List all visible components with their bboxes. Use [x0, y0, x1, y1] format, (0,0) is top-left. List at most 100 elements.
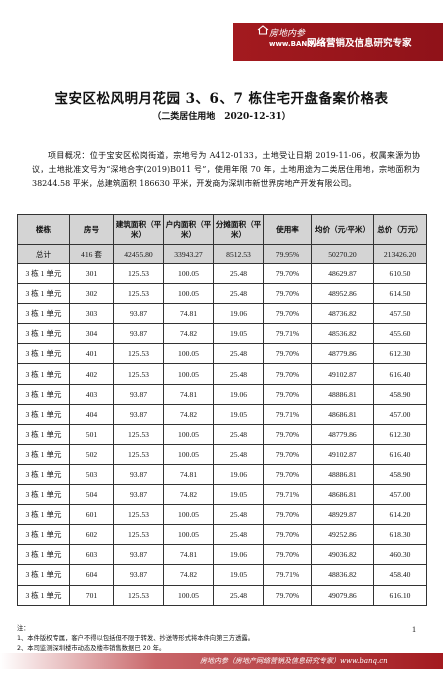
table-cell: 19.06	[213, 463, 264, 486]
table-cell: 457.50	[373, 303, 427, 325]
table-row: 3 栋 1 单元 501 125.53 100.05 25.48 79.70% 48779.…	[17, 423, 427, 445]
table-cell: 79.70%	[263, 262, 312, 285]
table-cell: 79.71%	[263, 564, 312, 586]
table-cell: 3 栋 1 单元	[17, 524, 70, 546]
table-cell: 49102.87	[311, 363, 374, 385]
table-cell: 19.05	[213, 403, 264, 425]
total-cell: 79.95%	[263, 244, 312, 264]
table-cell: 25.48	[213, 443, 264, 465]
table-cell: 79.70%	[263, 383, 312, 405]
table-cell: 3 栋 1 单元	[17, 564, 70, 586]
table-cell: 460.30	[373, 544, 427, 566]
footnotes: 注： 1、本件版权专属，客户不得以包括但不限于转发、抄送等形式将本件向第三方透露…	[17, 624, 417, 654]
table-row: 3 栋 1 单元 603 93.87 74.81 19.06 79.70% 49036.82…	[17, 544, 427, 566]
table-cell: 48686.81	[311, 403, 374, 425]
table-cell: 3 栋 1 单元	[17, 544, 70, 566]
table-cell: 616.40	[373, 443, 427, 465]
table-cell: 79.71%	[263, 323, 312, 345]
total-cell: 42455.80	[113, 244, 164, 264]
total-cell: 8512.53	[213, 244, 264, 264]
table-cell: 19.05	[213, 564, 264, 586]
total-cell: 总计	[17, 244, 70, 264]
column-header: 使用率	[263, 214, 312, 245]
table-cell: 501	[69, 423, 114, 445]
table-cell: 125.53	[113, 343, 164, 365]
table-cell: 504	[69, 484, 114, 506]
table-cell: 79.70%	[263, 343, 312, 365]
table-row: 3 栋 1 单元 301 125.53 100.05 25.48 79.70% 48629.…	[17, 262, 427, 285]
table-cell: 25.48	[213, 283, 264, 305]
table-row: 3 栋 1 单元 304 93.87 74.82 19.05 79.71% 48536.82…	[17, 323, 427, 345]
table-cell: 304	[69, 323, 114, 345]
total-cell: 416 套	[69, 244, 114, 264]
table-cell: 458.90	[373, 383, 427, 405]
table-cell: 3 栋 1 单元	[17, 343, 70, 365]
table-cell: 100.05	[163, 343, 214, 365]
table-cell: 3 栋 1 单元	[17, 443, 70, 465]
table-cell: 74.81	[163, 303, 214, 325]
logo-name: 房地内参	[269, 29, 306, 39]
table-cell: 25.48	[213, 262, 264, 285]
column-header: 建筑面积（平米）	[113, 214, 164, 245]
table-cell: 79.70%	[263, 443, 312, 465]
table-cell: 93.87	[113, 403, 164, 425]
logo-url: www.BANQ.cn	[269, 40, 325, 48]
table-row: 3 栋 1 单元 602 125.53 100.05 25.48 79.70% 49252.…	[17, 524, 427, 546]
table-cell: 79.70%	[263, 504, 312, 526]
table-cell: 48886.81	[311, 463, 374, 486]
note-2: 2、本司监测深圳楼市动态及楼市销售数据已 20 年。	[17, 645, 166, 652]
table-cell: 125.53	[113, 363, 164, 385]
table-cell: 93.87	[113, 383, 164, 405]
table-cell: 79.70%	[263, 463, 312, 486]
table-cell: 3 栋 1 单元	[17, 504, 70, 526]
table-cell: 79.70%	[263, 544, 312, 566]
table-row: 3 栋 1 单元 403 93.87 74.81 19.06 79.70% 48886.81…	[17, 383, 427, 405]
table-cell: 49252.86	[311, 524, 374, 546]
table-cell: 79.70%	[263, 283, 312, 305]
column-header: 总价（万元）	[373, 214, 427, 245]
table-cell: 79.70%	[263, 584, 312, 606]
column-header: 户内面积（平米）	[163, 214, 214, 245]
table-cell: 125.53	[113, 262, 164, 285]
table-cell: 48779.86	[311, 343, 374, 365]
column-header: 楼栋	[17, 214, 70, 245]
table-cell: 125.53	[113, 283, 164, 305]
table-cell: 19.05	[213, 484, 264, 506]
table-cell: 48952.86	[311, 283, 374, 305]
table-cell: 74.82	[163, 403, 214, 425]
notes-label: 注：	[17, 625, 30, 632]
table-cell: 3 栋 1 单元	[17, 403, 70, 425]
table-cell: 100.05	[163, 423, 214, 445]
table-cell: 25.48	[213, 343, 264, 365]
total-cell: 33943.27	[163, 244, 214, 264]
table-cell: 404	[69, 403, 114, 425]
document-title: 宝安区松风明月花园 3、6、7 栋住宅开盘备案价格表	[54, 91, 389, 107]
table-cell: 19.06	[213, 544, 264, 566]
table-header-row: 楼栋 房号 建筑面积（平米） 户内面积（平米） 分摊面积（平米） 使用率 均价（元/平米）总…	[17, 214, 427, 245]
document-subtitle: （二类居住用地 2020-12-31）	[152, 112, 291, 122]
project-overview: 项目概况：位于宝安区松岗街道，宗地号为 A412-0133，土地受让日期 201…	[32, 151, 420, 188]
table-cell: 401	[69, 343, 114, 365]
table-cell: 79.71%	[263, 484, 312, 506]
table-cell: 618.30	[373, 524, 427, 546]
table-cell: 74.82	[163, 484, 214, 506]
table-cell: 457.00	[373, 484, 427, 506]
table-row: 3 栋 1 单元 503 93.87 74.81 19.06 79.70% 48886.81…	[17, 463, 427, 486]
table-cell: 19.05	[213, 323, 264, 345]
table-cell: 79.70%	[263, 303, 312, 325]
table-cell: 458.40	[373, 564, 427, 586]
table-cell: 19.06	[213, 383, 264, 405]
table-cell: 125.53	[113, 524, 164, 546]
table-cell: 93.87	[113, 544, 164, 566]
table-cell: 3 栋 1 单元	[17, 283, 70, 305]
table-cell: 125.53	[113, 504, 164, 526]
table-cell: 3 栋 1 单元	[17, 463, 70, 486]
table-cell: 48629.87	[311, 262, 374, 285]
table-cell: 49079.86	[311, 584, 374, 606]
table-cell: 125.53	[113, 423, 164, 445]
table-cell: 601	[69, 504, 114, 526]
table-row: 3 栋 1 单元 601 125.53 100.05 25.48 79.70% 48929.…	[17, 504, 427, 526]
table-cell: 125.53	[113, 584, 164, 606]
table-cell: 100.05	[163, 504, 214, 526]
table-cell: 25.48	[213, 584, 264, 606]
